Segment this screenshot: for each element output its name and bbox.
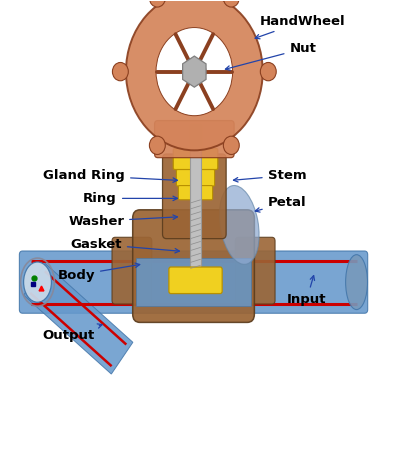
FancyBboxPatch shape (178, 185, 213, 200)
FancyBboxPatch shape (169, 267, 222, 294)
Text: Nut: Nut (225, 42, 316, 70)
Text: Output: Output (42, 324, 102, 342)
Circle shape (223, 0, 239, 7)
FancyBboxPatch shape (154, 121, 234, 157)
Circle shape (183, 58, 206, 85)
FancyBboxPatch shape (235, 237, 275, 304)
FancyBboxPatch shape (20, 251, 368, 313)
Circle shape (223, 136, 239, 155)
Circle shape (156, 28, 233, 116)
Text: Body: Body (57, 263, 140, 282)
Ellipse shape (24, 262, 51, 302)
FancyBboxPatch shape (176, 169, 215, 186)
Text: Gland Ring: Gland Ring (43, 169, 178, 182)
Circle shape (260, 62, 276, 81)
Circle shape (149, 136, 165, 155)
Ellipse shape (346, 255, 367, 309)
FancyBboxPatch shape (112, 237, 152, 304)
Text: Petal: Petal (255, 196, 306, 212)
Polygon shape (24, 263, 133, 374)
FancyBboxPatch shape (173, 149, 218, 169)
FancyBboxPatch shape (133, 210, 255, 322)
Text: Washer: Washer (68, 215, 178, 228)
FancyBboxPatch shape (162, 154, 226, 239)
Circle shape (149, 0, 165, 7)
Polygon shape (183, 56, 206, 87)
Ellipse shape (219, 185, 259, 264)
Text: HandWheel: HandWheel (255, 15, 346, 39)
Text: Gasket: Gasket (70, 238, 180, 253)
FancyBboxPatch shape (136, 258, 251, 306)
Circle shape (126, 0, 263, 151)
FancyBboxPatch shape (190, 124, 201, 280)
Text: Stem: Stem (233, 169, 306, 182)
Text: Ring: Ring (83, 192, 178, 205)
Circle shape (113, 62, 128, 81)
Text: Input: Input (287, 275, 327, 306)
